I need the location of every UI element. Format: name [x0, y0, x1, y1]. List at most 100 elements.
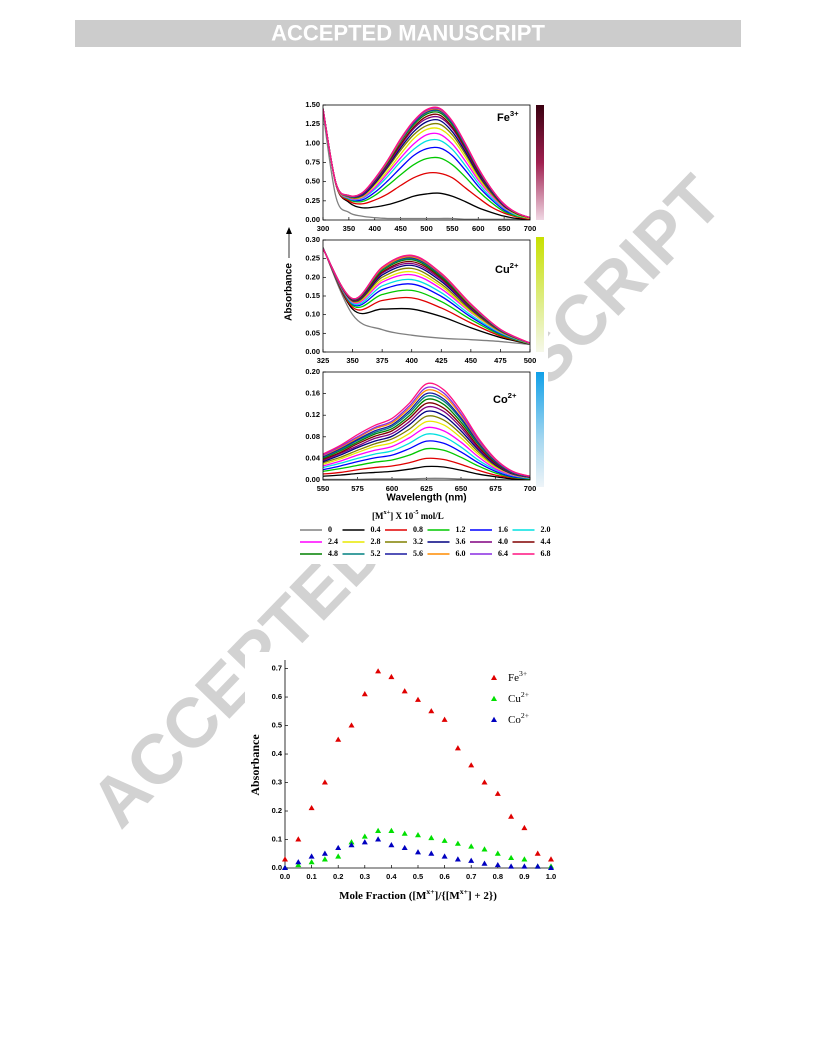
panel-label: Fe3+: [497, 109, 519, 124]
legend-marker: [491, 695, 497, 701]
legend-label: 4.4: [541, 537, 551, 546]
data-point: [481, 779, 488, 785]
legend-label: 1.6: [498, 525, 508, 534]
y-tick-label: 1.50: [305, 100, 320, 109]
legend-label: 6.4: [498, 549, 508, 558]
x-tick-label: 400: [368, 224, 381, 233]
legend-label: 5.2: [371, 549, 381, 558]
data-point: [468, 762, 475, 768]
data-point: [428, 850, 435, 856]
legend-label: 2.0: [541, 525, 551, 534]
legend-label: 0: [328, 525, 332, 534]
panel-label: Cu2+: [495, 261, 519, 276]
superscript: 2+: [510, 261, 519, 270]
superscript: 2+: [521, 711, 529, 720]
data-point: [388, 827, 395, 833]
data-point: [521, 863, 528, 869]
data-point: [361, 690, 368, 697]
y-tick-label: 0.0: [272, 863, 282, 872]
spectrum-line: [323, 440, 530, 480]
x-tick-label: 550: [317, 484, 330, 493]
spectrum-line: [323, 477, 530, 480]
spectrum-line: [323, 108, 530, 220]
x-tick-label: 450: [394, 224, 407, 233]
data-point: [468, 843, 475, 849]
text-part: mol/L: [419, 511, 444, 521]
legend-label: 3.2: [413, 537, 423, 546]
x-axis-title: Mole Fraction ([Mx+]/{[Mx+] + 2}): [339, 887, 497, 902]
data-point: [428, 708, 435, 714]
superscript: 3+: [519, 669, 527, 678]
data-point: [401, 830, 408, 836]
spectrum-line: [323, 402, 530, 478]
x-tick-label: 700: [524, 484, 537, 493]
superscript: x+: [460, 887, 468, 896]
spectrum-line: [323, 106, 530, 219]
y-tick-label: 0.1: [272, 834, 282, 843]
data-point: [321, 850, 328, 856]
spectrum-line: [323, 247, 530, 345]
superscript: x+: [426, 887, 434, 896]
spectrum-line: [323, 457, 530, 480]
y-tick-label: 0.20: [305, 272, 320, 281]
y-tick-label: 0.00: [305, 475, 320, 484]
text-part: Fe: [497, 112, 510, 124]
data-point: [282, 864, 288, 870]
y-tick-label: 0.25: [305, 254, 320, 263]
legend-title: [Mx+] X 10-5 mol/L: [372, 509, 444, 521]
x-tick-label: 300: [317, 224, 330, 233]
header-title: ACCEPTED MANUSCRIPT: [271, 20, 545, 45]
data-point: [441, 837, 448, 843]
x-tick-label: 0.2: [333, 872, 343, 881]
y-tick-label: 1.00: [305, 138, 320, 147]
x-tick-label: 625: [420, 484, 433, 493]
data-point: [481, 846, 488, 852]
y-tick-label: 0.4: [272, 749, 283, 758]
x-tick-label: 350: [343, 224, 356, 233]
panel-label: Co2+: [493, 391, 517, 406]
y-tick-label: 0.00: [305, 215, 320, 224]
data-point: [468, 857, 475, 863]
legend-label: 0.8: [413, 525, 423, 534]
data-point: [361, 839, 368, 845]
spectrum-line: [323, 247, 530, 345]
spectrum-line: [323, 108, 530, 219]
spectrum-line: [323, 392, 530, 478]
data-point: [335, 736, 342, 742]
legend-label: Cu2+: [508, 690, 529, 705]
spectrum-line: [323, 415, 530, 478]
plot-frame: [322, 371, 531, 481]
data-point: [415, 849, 421, 855]
y-tick-label: 0.2: [272, 806, 282, 815]
header-bar: [75, 20, 741, 47]
x-tick-label: 1.0: [546, 872, 556, 881]
text-part: Cu: [508, 693, 521, 705]
data-point: [494, 861, 501, 868]
data-point: [388, 673, 395, 680]
legend-marker: [491, 674, 497, 680]
data-point: [415, 832, 421, 838]
y-tick-label: 0.00: [305, 347, 320, 356]
y-tick-label: 0.75: [305, 157, 320, 166]
legend-label: 0.4: [371, 525, 381, 534]
text-part: [M: [372, 511, 384, 521]
axis-arrowhead: [286, 227, 292, 234]
y-tick-label: 0.10: [305, 310, 320, 319]
data-point: [321, 856, 328, 862]
plot-frame: [322, 104, 531, 221]
y-tick-label: 0.7: [272, 664, 282, 673]
y-tick-label: 0.3: [272, 778, 282, 787]
x-tick-label: 325: [317, 356, 330, 365]
data-point: [348, 842, 355, 848]
data-point: [548, 856, 554, 862]
y-tick-label: 0.08: [305, 432, 320, 441]
superscript: x+: [384, 509, 391, 516]
spectrum-line: [323, 433, 530, 480]
spectrum-line: [323, 108, 530, 220]
y-tick-label: 0.16: [305, 389, 320, 398]
text-part: Mole Fraction ([M: [339, 890, 427, 902]
spectrum-line: [323, 108, 530, 220]
data-point: [335, 844, 342, 851]
data-point: [508, 863, 515, 869]
